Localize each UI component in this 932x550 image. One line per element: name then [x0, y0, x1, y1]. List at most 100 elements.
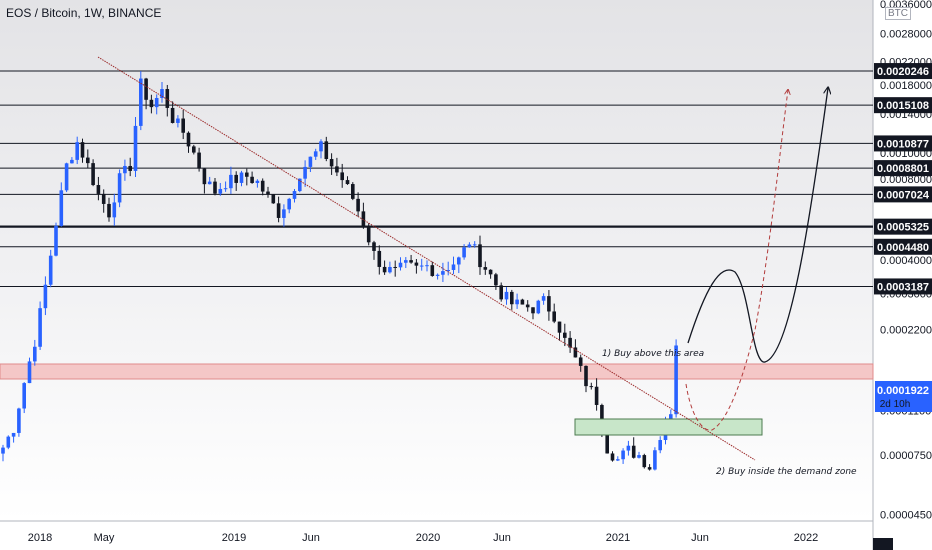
candle-body — [335, 166, 339, 173]
candle-body — [616, 459, 620, 461]
candle-body — [101, 193, 106, 204]
candle-body — [372, 242, 376, 251]
candle-body — [658, 440, 662, 451]
candle-body — [414, 262, 419, 266]
candle-body — [404, 260, 408, 263]
projection-solid-path[interactable] — [687, 88, 828, 363]
candle-body — [170, 107, 175, 123]
candle-body — [600, 404, 604, 431]
time-tick-label: Jun — [302, 532, 320, 544]
candle-body — [17, 408, 21, 433]
candle-body — [59, 190, 64, 226]
candle-body — [319, 141, 323, 152]
candle-body — [250, 176, 254, 184]
annotation-buy-demand: 2) Buy inside the demand zone — [716, 467, 857, 477]
time-axis-labels: 2018 May 2019 Jun 2020 Jun 2021 Jun 2022 — [28, 532, 818, 544]
candle-body — [133, 125, 138, 171]
time-tick-label: Jun — [691, 532, 709, 544]
candle-body — [80, 142, 85, 158]
candle-body — [154, 98, 159, 108]
candle-body — [324, 141, 329, 159]
candle-body — [144, 78, 148, 100]
candle-body — [271, 194, 276, 204]
candle-body — [266, 191, 270, 195]
candle-body — [589, 386, 594, 388]
time-tick-label: Jun — [493, 532, 511, 544]
candle-body — [525, 304, 530, 308]
candle-body — [488, 269, 493, 275]
price-levels — [0, 70, 873, 287]
candle-body — [610, 453, 615, 461]
candle-body — [255, 180, 260, 184]
price-tick-label: 0.0002200 — [880, 325, 932, 337]
candle-body — [70, 159, 74, 164]
resistance-zone[interactable] — [0, 363, 874, 380]
candle-body — [96, 185, 101, 194]
candle-body — [38, 308, 42, 347]
descending-trendline[interactable] — [97, 56, 756, 461]
candle-body — [409, 260, 413, 263]
current-price-tag: 0.0001922 2d 10h — [875, 381, 932, 412]
candle-body — [308, 156, 313, 167]
price-level-tag — [874, 63, 932, 80]
price-level-tag-text: 0.0005325 — [877, 222, 929, 234]
candle-body — [388, 266, 392, 273]
candle-body — [234, 174, 238, 183]
candle-body — [1, 447, 5, 454]
projection-dashed-path[interactable] — [685, 90, 788, 431]
candle-body — [520, 299, 525, 305]
candle-body — [345, 180, 350, 185]
candle-body — [435, 274, 440, 276]
demand-zone[interactable] — [574, 418, 763, 436]
candle-body — [149, 99, 154, 108]
price-level-tag-text: 0.0007024 — [877, 189, 930, 201]
price-level-tag — [874, 97, 932, 114]
time-axis-background — [0, 521, 873, 550]
time-tick-label: 2019 — [222, 532, 246, 544]
candle-body — [515, 299, 519, 305]
candle-body — [557, 321, 562, 333]
currency-label: BTC — [885, 7, 911, 20]
candle-body — [419, 265, 424, 267]
candle-body — [181, 118, 185, 133]
candle-body — [165, 89, 170, 108]
candlesticks — [1, 71, 678, 471]
candle-body — [329, 158, 334, 167]
candle-body — [366, 226, 371, 243]
candle-body — [499, 285, 503, 300]
candle-body — [573, 347, 578, 358]
candle-body — [351, 184, 355, 199]
candle-body — [107, 203, 111, 218]
time-tick-label: 2021 — [606, 532, 630, 544]
candle-body — [197, 152, 201, 169]
candle-body — [467, 244, 472, 248]
candle-body — [430, 265, 435, 276]
price-tick-label: 0.0028000 — [880, 28, 932, 40]
price-level-tag — [874, 238, 932, 255]
candle-body — [578, 357, 583, 366]
price-tick-label: 0.0018000 — [880, 80, 932, 92]
candle-body — [128, 165, 132, 171]
price-level-tags: 0.00202460.00151080.00108770.00088010.00… — [874, 63, 932, 295]
candle-body — [483, 267, 488, 270]
candle-body — [213, 181, 217, 194]
current-price-value: 0.0001922 — [877, 385, 929, 397]
price-level-tag-text: 0.0010877 — [877, 138, 929, 150]
candle-body — [218, 188, 223, 194]
candle-body — [292, 191, 297, 199]
candle-body — [631, 445, 636, 458]
candle-body — [239, 172, 244, 183]
candle-body — [552, 311, 556, 322]
candle-body — [313, 151, 318, 157]
candle-body — [541, 296, 546, 301]
candle-body — [584, 365, 588, 387]
price-level-tag — [874, 160, 932, 177]
chart-title: EOS / Bitcoin, 1W, BINANCE — [6, 6, 162, 20]
candle-body — [202, 168, 207, 185]
price-tick-label: 0.0008000 — [880, 174, 932, 186]
candle-body — [303, 166, 307, 179]
candle-body — [478, 244, 482, 268]
candle-body — [54, 225, 58, 256]
candle-body — [446, 270, 450, 272]
